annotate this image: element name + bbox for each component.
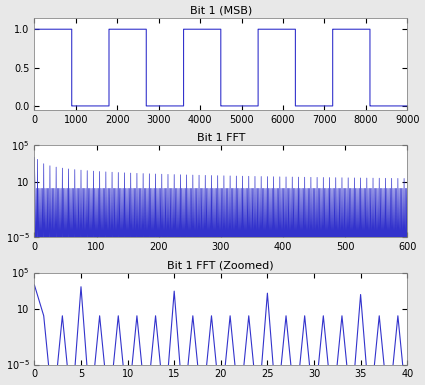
Title: Bit 1 FFT (Zoomed): Bit 1 FFT (Zoomed)	[167, 260, 274, 270]
Title: Bit 1 FFT: Bit 1 FFT	[197, 133, 245, 143]
Title: Bit 1 (MSB): Bit 1 (MSB)	[190, 5, 252, 15]
